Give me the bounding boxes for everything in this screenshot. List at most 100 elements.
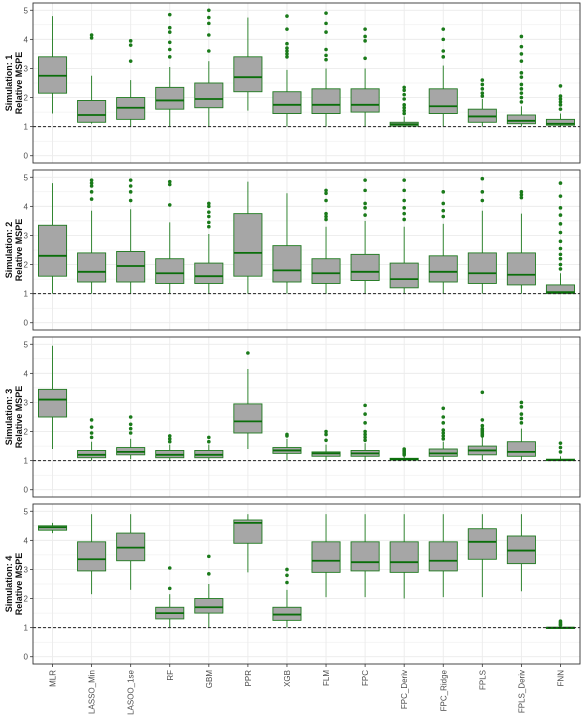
y-tick-label: 0 bbox=[24, 486, 29, 495]
outlier-point bbox=[128, 178, 133, 182]
outlier-point bbox=[285, 567, 289, 572]
outlier-point bbox=[441, 201, 446, 206]
outlier-point bbox=[207, 435, 211, 440]
box-body bbox=[233, 519, 263, 544]
outlier-point bbox=[207, 201, 211, 206]
outlier-point bbox=[558, 445, 563, 450]
outlier-point bbox=[89, 425, 94, 429]
outlier-point bbox=[402, 206, 406, 210]
box-LASSO_Min bbox=[77, 418, 107, 461]
x-tick-label-FPC_Ridge: FPC_Ridge bbox=[439, 669, 448, 711]
outlier-point bbox=[89, 181, 94, 185]
outlier-point bbox=[480, 78, 485, 82]
outlier-point bbox=[324, 30, 328, 34]
outlier-point bbox=[558, 619, 563, 624]
outlier-point bbox=[128, 426, 133, 431]
outlier-point bbox=[128, 43, 133, 47]
outlier-point bbox=[519, 71, 524, 75]
outlier-point bbox=[285, 27, 289, 31]
outlier-point bbox=[363, 213, 367, 217]
box-LASOO_1se bbox=[116, 178, 146, 294]
outlier-point bbox=[519, 52, 524, 56]
outlier-point bbox=[402, 105, 406, 110]
box-body bbox=[77, 541, 107, 572]
outlier-point bbox=[402, 111, 406, 116]
box-body bbox=[428, 541, 458, 572]
outlier-point bbox=[167, 30, 172, 34]
outlier-point bbox=[324, 211, 328, 216]
outlier-point bbox=[363, 421, 367, 425]
box-body bbox=[350, 253, 380, 281]
outlier-point bbox=[519, 100, 524, 104]
y-tick-label: 1 bbox=[24, 123, 29, 132]
outlier-point bbox=[441, 190, 446, 194]
box-FPC bbox=[350, 403, 380, 461]
outlier-point bbox=[402, 103, 406, 107]
box-FPLS bbox=[467, 514, 497, 598]
box-FPC bbox=[350, 178, 380, 294]
outlier-point bbox=[363, 201, 367, 206]
y-tick-label: 5 bbox=[24, 340, 29, 349]
y-tick-label: 2 bbox=[24, 261, 29, 270]
outlier-point bbox=[285, 432, 289, 437]
outlier-point bbox=[128, 184, 133, 188]
box-body bbox=[506, 441, 536, 457]
box-body bbox=[272, 91, 302, 114]
x-tick-label-FPLS: FPLS bbox=[478, 670, 487, 690]
outlier-point bbox=[324, 432, 328, 437]
outlier-point bbox=[324, 21, 328, 26]
outlier-point bbox=[402, 198, 406, 203]
panel-border bbox=[32, 2, 581, 164]
box-body bbox=[428, 255, 458, 283]
outlier-point bbox=[324, 11, 328, 15]
y-tick-label: 1 bbox=[24, 290, 29, 299]
box-body bbox=[194, 262, 224, 284]
box-XGB bbox=[272, 14, 302, 127]
outlier-point bbox=[558, 84, 563, 88]
outlier-point bbox=[363, 56, 367, 61]
outlier-point bbox=[558, 441, 563, 445]
outlier-point bbox=[167, 203, 172, 207]
outlier-point bbox=[402, 85, 406, 90]
box-FPC bbox=[350, 27, 380, 127]
y-tick-label: 1 bbox=[24, 457, 29, 466]
panel-label-line1: Simulation: 2 bbox=[4, 222, 14, 279]
box-FPLS bbox=[467, 78, 497, 127]
outlier-point bbox=[441, 415, 446, 419]
y-tick-label: 3 bbox=[24, 231, 29, 240]
box-body bbox=[233, 403, 263, 434]
box-MLR bbox=[38, 183, 68, 294]
box-FPLS bbox=[467, 176, 497, 294]
panel-3: 0 1 2 3 4 5 Simulation: 3 Relative MSPE bbox=[4, 336, 581, 498]
outlier-point bbox=[519, 95, 524, 100]
y-tick-label: 4 bbox=[24, 369, 29, 378]
outlier-point bbox=[558, 262, 563, 267]
outlier-point bbox=[402, 188, 406, 193]
x-tick-label-GBM: GBM bbox=[205, 670, 214, 689]
outlier-point bbox=[519, 195, 524, 200]
x-tick-label-FPC: FPC bbox=[361, 670, 370, 686]
outlier-point bbox=[207, 21, 211, 26]
box-body bbox=[38, 388, 68, 418]
x-tick-label-FNN: FNN bbox=[556, 670, 565, 687]
box-FLM bbox=[311, 188, 341, 294]
outlier-point bbox=[480, 94, 485, 98]
y-tick-label: 1 bbox=[24, 624, 29, 633]
outlier-point bbox=[324, 57, 328, 62]
outlier-point bbox=[207, 572, 211, 576]
panel-label-line1: Simulation: 1 bbox=[4, 55, 14, 112]
outlier-point bbox=[441, 208, 446, 213]
box-LASOO_1se bbox=[116, 514, 146, 590]
box-PPR bbox=[233, 351, 263, 449]
outlier-point bbox=[324, 188, 328, 193]
outlier-point bbox=[207, 220, 211, 225]
outlier-point bbox=[128, 190, 133, 194]
outlier-point bbox=[558, 246, 563, 251]
box-FPLS_Deriv bbox=[506, 514, 536, 592]
outlier-point bbox=[519, 34, 524, 39]
outlier-point bbox=[558, 97, 563, 101]
outlier-point bbox=[324, 438, 328, 443]
outlier-point bbox=[558, 267, 563, 271]
outlier-point bbox=[558, 206, 563, 210]
outlier-point bbox=[519, 91, 524, 95]
